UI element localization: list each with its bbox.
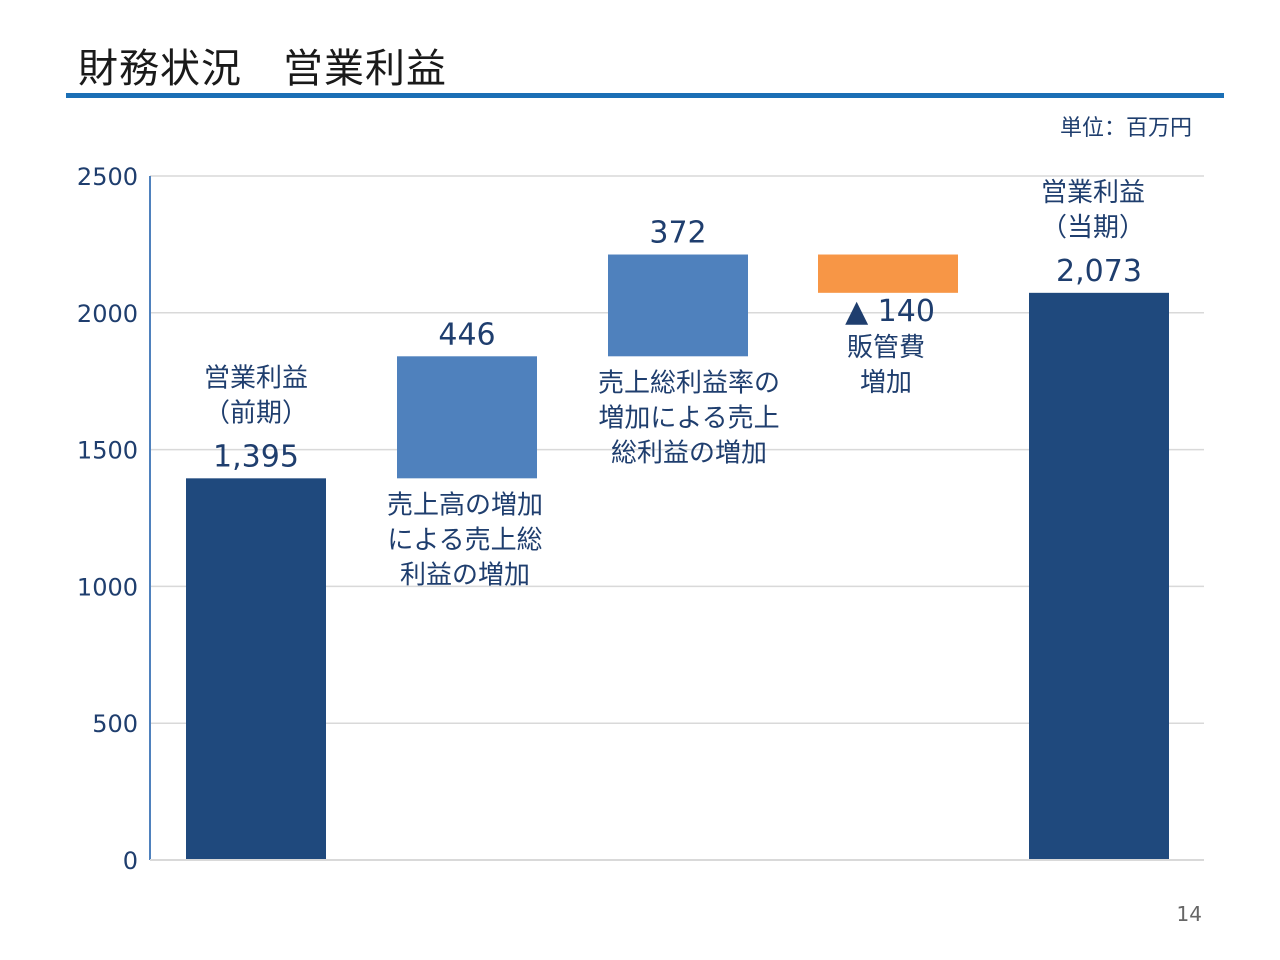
y-tick-label: 0 [123,847,138,875]
bar-sga [818,254,958,293]
desc-label-sales: による売上総 [387,525,542,555]
bars [186,254,1169,860]
desc-label-sga: 増加 [860,368,912,398]
value-label-curr: 2,073 [1056,254,1142,289]
y-tick-label: 1500 [77,437,138,465]
value-label-sales: 446 [438,317,495,352]
value-label-sga: ▲ 140 [845,294,935,329]
desc-label-sga: 販管費 [847,333,925,363]
desc-label-curr: 営業利益 [1041,178,1145,208]
bar-prev [186,478,326,860]
desc-label-margin: 増加による売上 [598,403,779,433]
value-label-prev: 1,395 [213,439,299,474]
bar-margin [608,254,748,357]
unit-label: 単位：百万円 [1059,116,1192,141]
value-label-margin: 372 [649,216,706,251]
y-tick-label: 1000 [77,573,138,601]
bar-sales [397,356,537,479]
page-title: 財務状況 営業利益 [78,46,447,92]
title-underline [66,93,1224,98]
y-tick-label: 500 [92,710,138,738]
desc-label-margin: 総利益の増加 [611,438,767,468]
desc-label-curr: （当期） [1041,213,1145,243]
desc-label-prev: 営業利益 [204,363,308,393]
y-tick-label: 2500 [77,163,138,191]
desc-label-margin: 売上総利益率の [598,368,780,398]
desc-label-sales: 利益の増加 [400,560,530,590]
y-axis-ticks: 0 500 1000 1500 2000 2500 [77,163,138,875]
page-number: 14 [1176,902,1202,926]
bar-curr [1029,292,1169,860]
desc-label-prev: （前期） [204,398,308,428]
desc-label-sales: 売上高の増加 [387,490,543,520]
y-tick-label: 2000 [77,300,138,328]
